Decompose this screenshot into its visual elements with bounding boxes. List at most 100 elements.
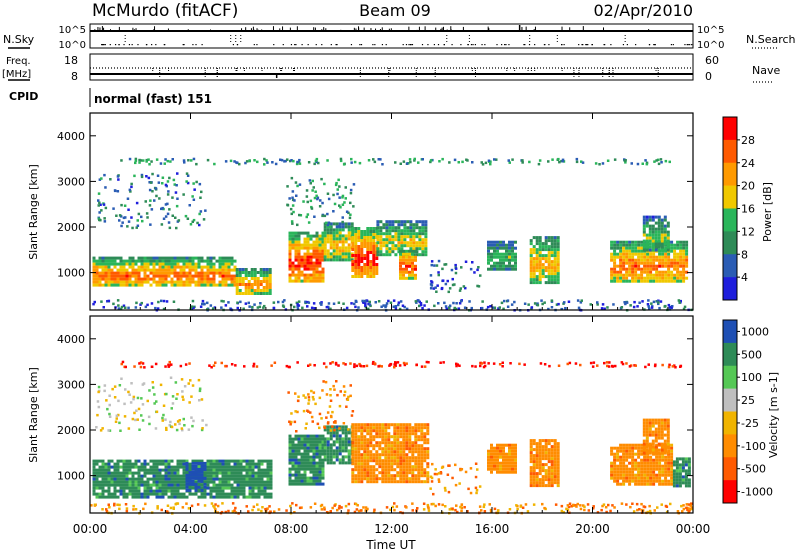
echo-cell xyxy=(646,479,650,483)
echo-cell xyxy=(266,477,270,481)
echo-cell xyxy=(206,277,210,281)
scatter-point xyxy=(327,307,331,310)
echo-cell xyxy=(323,249,327,253)
echo-cell xyxy=(354,239,358,242)
echo-cell xyxy=(414,456,418,460)
echo-cell xyxy=(637,246,641,250)
echo-cell xyxy=(664,276,668,280)
echo-cell xyxy=(236,471,240,475)
echo-cell xyxy=(104,474,108,478)
echo-cell xyxy=(143,268,147,272)
scatter-point xyxy=(135,301,138,305)
echo-cell xyxy=(667,252,671,256)
echo-cell xyxy=(366,230,370,233)
echo-cell xyxy=(131,486,135,490)
echo-cell xyxy=(221,259,225,263)
echo-cell xyxy=(532,466,536,470)
echo-cell xyxy=(391,226,395,230)
echo-cell xyxy=(369,456,373,460)
echo-cell xyxy=(664,455,668,459)
echo-cell xyxy=(315,473,319,477)
echo-cell xyxy=(238,277,242,280)
echo-cell xyxy=(149,489,153,493)
echo-cell xyxy=(134,462,138,466)
echo-cell xyxy=(658,482,662,486)
echo-cell xyxy=(128,271,132,275)
scatter-point xyxy=(188,204,191,207)
echo-cell xyxy=(244,274,248,277)
scatter-point xyxy=(667,303,671,307)
echo-cell xyxy=(408,465,412,469)
echo-cell xyxy=(248,483,252,487)
echo-cell xyxy=(391,223,395,227)
echo-cell xyxy=(538,278,542,282)
echo-cell xyxy=(655,273,659,277)
echo-cell xyxy=(235,289,239,292)
echo-cell xyxy=(360,242,364,245)
echo-cell xyxy=(646,464,650,468)
echo-cell xyxy=(637,255,641,259)
echo-cell xyxy=(634,476,638,480)
echo-cell xyxy=(266,468,270,472)
echo-cell xyxy=(209,480,213,484)
echo-cell xyxy=(412,241,416,245)
scatter-point xyxy=(450,268,454,272)
echo-cell xyxy=(634,252,638,256)
echo-cell xyxy=(321,437,325,441)
scatter-point xyxy=(309,182,312,185)
nsearch-dot xyxy=(670,44,673,46)
scatter-point xyxy=(316,197,319,201)
echo-cell xyxy=(164,486,168,490)
echo-cell xyxy=(206,280,210,284)
echo-cell xyxy=(657,242,661,246)
echo-cell xyxy=(648,233,652,237)
echo-cell xyxy=(312,455,316,459)
echo-cell xyxy=(372,435,376,439)
nsearch-dot xyxy=(563,44,565,46)
scatter-point xyxy=(263,157,266,161)
nsearch-dot xyxy=(151,44,153,46)
nsearch-dot xyxy=(405,44,408,46)
echo-cell xyxy=(158,477,162,481)
echo-cell xyxy=(529,448,533,452)
scatter-point xyxy=(655,159,658,162)
echo-cell xyxy=(185,473,189,477)
echo-cell xyxy=(411,456,415,460)
scatter-point xyxy=(104,186,107,189)
echo-cell xyxy=(182,462,186,466)
echo-cell xyxy=(631,252,635,256)
echo-cell xyxy=(388,253,392,257)
scatter-point xyxy=(415,301,418,304)
echo-cell xyxy=(418,247,422,251)
scatter-point xyxy=(296,223,299,227)
scatter-point xyxy=(352,205,355,208)
echo-cell xyxy=(648,218,652,222)
echo-cell xyxy=(203,473,207,477)
echo-cell xyxy=(412,247,416,251)
scatter-point xyxy=(417,299,420,302)
echo-cell xyxy=(660,230,664,234)
scatter-point xyxy=(326,223,330,227)
echo-cell xyxy=(357,275,361,278)
echo-cell xyxy=(218,271,222,275)
echo-cell xyxy=(415,241,419,245)
echo-cell xyxy=(212,271,216,275)
echo-cell xyxy=(378,456,382,460)
echo-cell xyxy=(378,444,382,448)
echo-cell xyxy=(550,278,554,282)
echo-cell xyxy=(149,468,153,472)
echo-cell xyxy=(408,471,412,475)
echo-cell xyxy=(315,246,319,250)
scatter-point xyxy=(349,213,352,216)
echo-cell xyxy=(538,454,542,458)
echo-cell xyxy=(176,283,180,287)
echo-cell xyxy=(363,438,367,442)
scatter-point xyxy=(385,302,389,305)
echo-cell xyxy=(402,267,405,271)
echo-cell xyxy=(499,246,502,250)
echo-cell xyxy=(176,274,180,278)
echo-cell xyxy=(423,423,427,427)
echo-cell xyxy=(131,280,135,284)
echo-cell xyxy=(408,480,412,484)
echo-cell xyxy=(104,265,108,269)
